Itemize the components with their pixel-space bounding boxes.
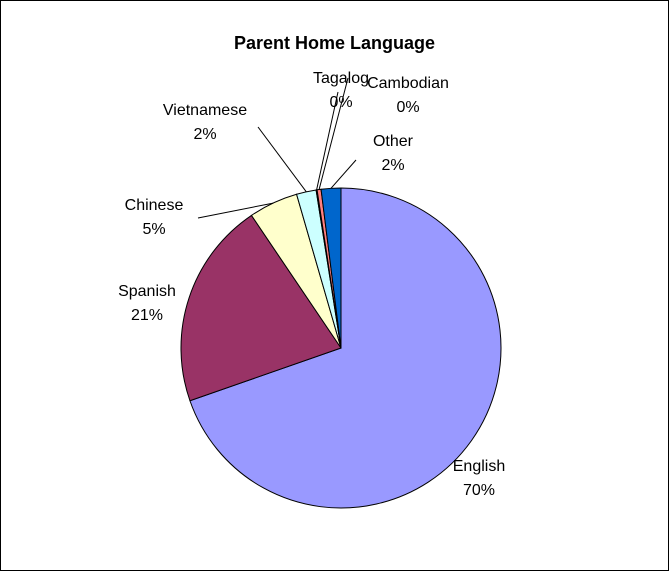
slice-percent-chinese: 5%: [142, 221, 165, 238]
slice-label-other: Other: [373, 133, 414, 150]
slice-percent-cambodian: 0%: [396, 99, 419, 116]
slice-label-vietnamese: Vietnamese: [163, 102, 247, 119]
slice-percent-spanish: 21%: [131, 307, 163, 324]
slice-labels: English 70% Spanish 21% Chinese 5% Vietnamese 2…: [118, 70, 505, 499]
slice-label-tagalog: Tagalog: [313, 70, 369, 87]
leader-line-cambodian: [318, 77, 349, 190]
slice-label-spanish: Spanish: [118, 283, 176, 300]
pie-slices: [180, 187, 502, 509]
leader-line-other: [330, 159, 357, 189]
slice-percent-english: 70%: [463, 482, 495, 499]
chart-title: Parent Home Language: [233, 33, 436, 53]
leader-lines: [197, 77, 357, 219]
slice-percent-tagalog: 0%: [329, 94, 352, 111]
leader-line-tagalog: [316, 91, 339, 191]
leader-line-vietnamese: [257, 126, 307, 193]
pie-slice-english: [189, 187, 502, 509]
slice-percent-vietnamese: 2%: [193, 126, 216, 143]
slice-label-english: English: [453, 458, 505, 475]
slice-percent-other: 2%: [381, 157, 404, 174]
slice-label-cambodian: Cambodian: [367, 75, 449, 92]
pie-slice-other: [320, 187, 342, 349]
pie-slice-spanish: [180, 214, 342, 402]
leader-line-chinese: [197, 202, 274, 219]
slice-label-chinese: Chinese: [125, 197, 184, 214]
